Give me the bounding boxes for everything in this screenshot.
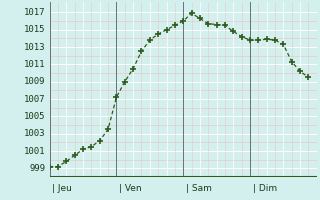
Text: 1003: 1003 (24, 129, 45, 138)
Text: 1017: 1017 (24, 8, 45, 17)
Text: 1001: 1001 (24, 147, 45, 156)
Text: 1005: 1005 (24, 112, 45, 121)
Text: 999: 999 (29, 164, 45, 173)
Text: 1009: 1009 (24, 77, 45, 86)
Text: | Ven: | Ven (119, 184, 141, 193)
Text: | Dim: | Dim (252, 184, 276, 193)
Text: 1007: 1007 (24, 95, 45, 104)
Text: | Sam: | Sam (186, 184, 212, 193)
Text: | Jeu: | Jeu (52, 184, 72, 193)
Text: 1011: 1011 (24, 60, 45, 69)
Text: 1013: 1013 (24, 43, 45, 52)
Text: 1015: 1015 (24, 25, 45, 34)
